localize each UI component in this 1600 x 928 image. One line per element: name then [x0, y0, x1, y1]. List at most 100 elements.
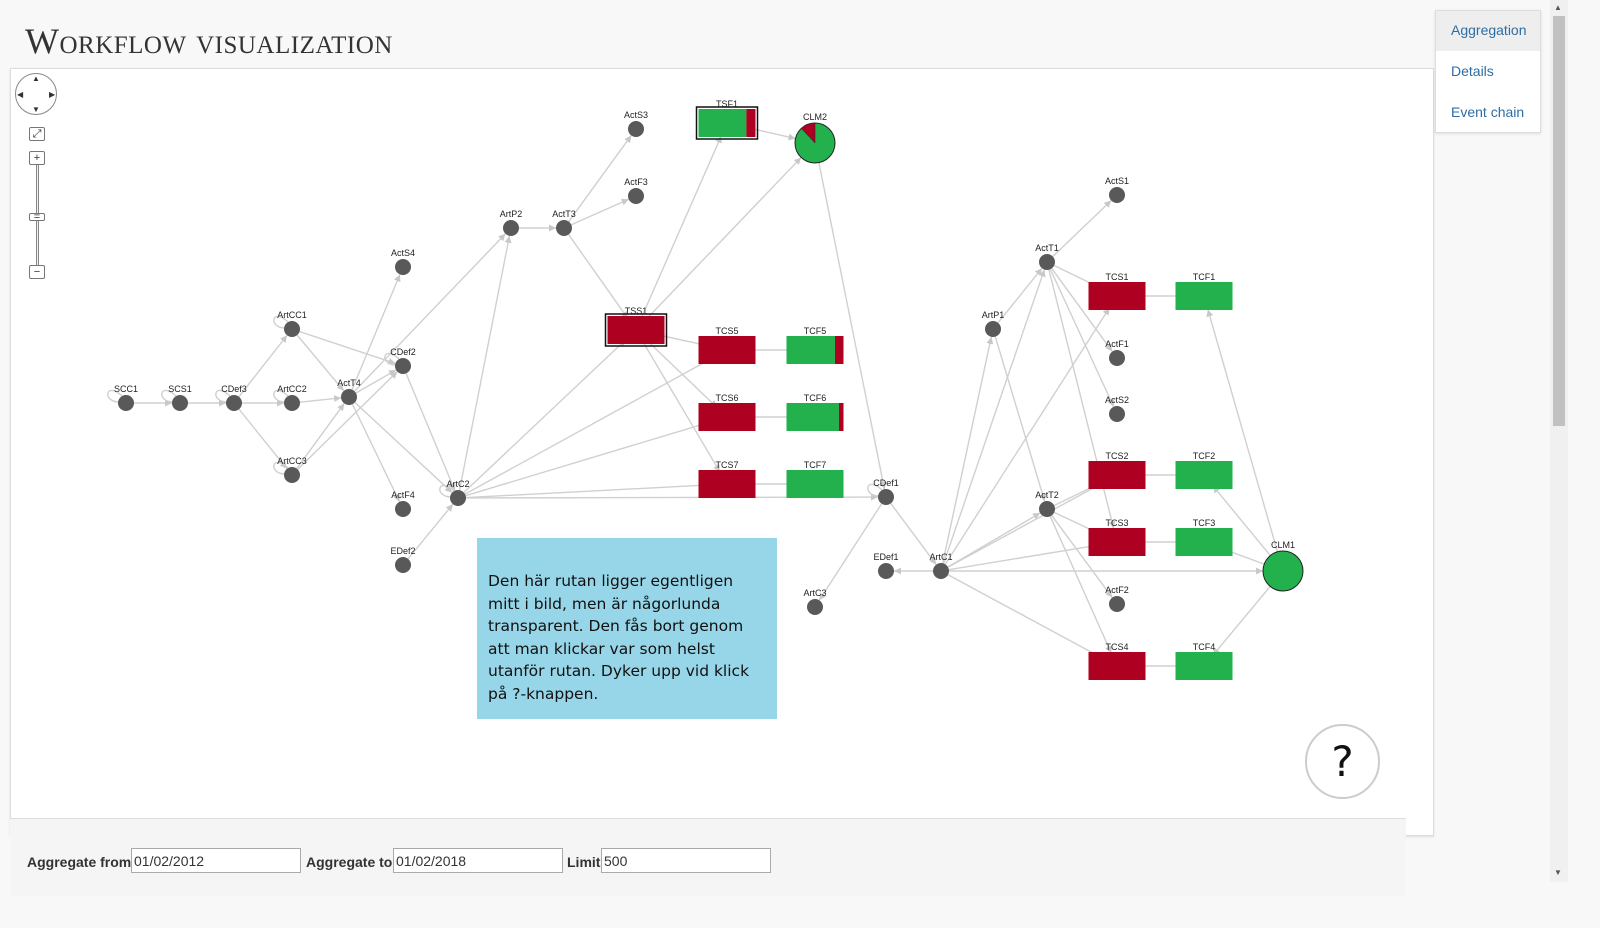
scroll-thumb[interactable]	[1553, 16, 1565, 426]
node-ArtC3[interactable]: ArtC3	[803, 588, 827, 615]
edge-ArtC1-ArtP1	[941, 336, 994, 564]
node-TCS6[interactable]: TCS6	[698, 393, 756, 431]
node-TCS5[interactable]: TCS5	[698, 326, 756, 364]
scroll-down-icon[interactable]: ▼	[1554, 868, 1562, 877]
limit-input[interactable]	[601, 848, 771, 873]
node-red-share	[698, 403, 756, 431]
node-circle	[395, 259, 411, 275]
tab-event-chain[interactable]: Event chain	[1451, 104, 1525, 120]
node-ArtCC1[interactable]: ArtCC1	[277, 310, 307, 337]
node-CDef3[interactable]: CDef3	[221, 384, 247, 411]
node-TCS1[interactable]: TCS1	[1088, 272, 1146, 310]
node-label: ArtP1	[982, 310, 1005, 320]
edge-ArtC1-ActT2	[947, 512, 1041, 568]
node-TCS4[interactable]: TCS4	[1088, 642, 1146, 680]
tab-details[interactable]: Details	[1451, 63, 1494, 79]
node-TCF4[interactable]: TCF4	[1175, 642, 1233, 680]
edge-ArtC2-TCS5	[464, 356, 716, 495]
node-TCF5[interactable]: TCF5	[786, 326, 844, 364]
edge-ArtP1-ActT1	[997, 267, 1043, 324]
node-ArtCC3[interactable]: ArtCC3	[277, 456, 307, 483]
node-circle	[284, 395, 300, 411]
help-overlay[interactable]: Den här rutan ligger egentligen mitt i b…	[477, 538, 777, 719]
pan-right-icon[interactable]: ▶	[49, 90, 56, 99]
edge-ActT4-CDef2	[355, 369, 397, 394]
node-ActS4[interactable]: ActS4	[391, 248, 415, 275]
navigation-controls: ▲ ▼ ◀ ▶ ⤢ + = −	[15, 73, 59, 283]
edge-CLM2-CDef1	[818, 162, 887, 490]
node-ArtP1[interactable]: ArtP1	[982, 310, 1005, 337]
node-ArtC1[interactable]: ArtC1	[929, 552, 953, 579]
node-ActS2[interactable]: ActS2	[1105, 395, 1129, 422]
node-TCF3[interactable]: TCF3	[1175, 518, 1233, 556]
pan-control[interactable]: ▲ ▼ ◀ ▶	[15, 73, 57, 115]
node-ActT2[interactable]: ActT2	[1035, 490, 1059, 517]
node-TSF1[interactable]: TSF1	[695, 99, 759, 140]
node-CDef2[interactable]: CDef2	[390, 347, 416, 374]
edge-ActT3-ActS3	[568, 135, 632, 222]
node-TSS1[interactable]: TSS1	[604, 306, 668, 347]
node-SCC1[interactable]: SCC1	[114, 384, 138, 411]
node-circle	[284, 321, 300, 337]
pan-down-icon[interactable]: ▼	[32, 105, 40, 114]
node-TCS7[interactable]: TCS7	[698, 460, 756, 498]
node-ArtCC2[interactable]: ArtCC2	[277, 384, 307, 411]
node-circle	[556, 220, 572, 236]
edge-ArtCC1-CDef2	[299, 330, 396, 365]
node-circle	[118, 395, 134, 411]
scroll-up-icon[interactable]: ▲	[1554, 3, 1562, 12]
node-EDef2[interactable]: EDef2	[390, 546, 416, 573]
zoom-out-button[interactable]: −	[29, 265, 45, 279]
node-ArtP2[interactable]: ArtP2	[500, 209, 523, 236]
node-EDef1[interactable]: EDef1	[873, 552, 899, 579]
node-label: TCS6	[715, 393, 738, 403]
node-ActT1[interactable]: ActT1	[1035, 243, 1059, 270]
node-TCS3[interactable]: TCS3	[1088, 518, 1146, 556]
node-SCS1[interactable]: SCS1	[168, 384, 192, 411]
aggregate-from-input[interactable]	[131, 848, 301, 873]
node-TCS2[interactable]: TCS2	[1088, 451, 1146, 489]
node-label: EDef1	[873, 552, 898, 562]
node-CLM1[interactable]: CLM1	[1262, 540, 1304, 592]
node-TCF7[interactable]: TCF7	[786, 460, 844, 498]
node-label: CDef2	[390, 347, 416, 357]
edge-ActT4-ArtP2	[354, 233, 506, 392]
node-label: ActT2	[1035, 490, 1059, 500]
node-ActT4[interactable]: ActT4	[337, 378, 361, 405]
help-button[interactable]: ?	[1305, 724, 1380, 799]
node-label: CDef1	[873, 478, 899, 488]
edge-CLM1-TCF1	[1206, 309, 1279, 552]
node-TCF1[interactable]: TCF1	[1175, 272, 1233, 310]
node-ArtC2[interactable]: ArtC2	[446, 479, 470, 506]
node-circle	[807, 599, 823, 615]
node-CLM2[interactable]: CLM2	[794, 112, 836, 164]
page-scrollbar[interactable]: ▲ ▼	[1550, 0, 1568, 882]
node-ActF2[interactable]: ActF2	[1105, 585, 1129, 612]
workflow-graph[interactable]: SCC1 SCS1 CDef3 ArtCC2 ArtCC1 ArtCC3 ActT4 CDef…	[11, 69, 1434, 836]
edge-ActT1-ActF1	[1051, 268, 1113, 352]
node-label: SCS1	[168, 384, 192, 394]
node-CDef1[interactable]: CDef1	[873, 478, 899, 505]
edge-TSS1-TSF1	[639, 135, 723, 322]
pan-left-icon[interactable]: ◀	[17, 90, 24, 99]
tab-aggregation[interactable]: Aggregation	[1436, 11, 1540, 51]
edge-ActT4-ActF4	[351, 403, 401, 503]
node-label: ActS1	[1105, 176, 1129, 186]
zoom-slider-handle[interactable]: =	[29, 212, 45, 223]
node-ActT3[interactable]: ActT3	[552, 209, 576, 236]
node-TCF2[interactable]: TCF2	[1175, 451, 1233, 489]
edge-ArtCC1-ActT4	[296, 334, 345, 392]
pan-up-icon[interactable]: ▲	[32, 74, 40, 83]
node-ActS1[interactable]: ActS1	[1105, 176, 1129, 203]
node-ActF1[interactable]: ActF1	[1105, 339, 1129, 366]
node-ActF4[interactable]: ActF4	[391, 490, 415, 517]
graph-canvas[interactable]: SCC1 SCS1 CDef3 ArtCC2 ArtCC1 ArtCC3 ActT4 CDef…	[10, 68, 1434, 836]
node-TCF6[interactable]: TCF6	[786, 393, 844, 431]
node-ActF3[interactable]: ActF3	[624, 177, 648, 204]
fit-to-screen-button[interactable]: ⤢	[29, 127, 45, 141]
zoom-in-button[interactable]: +	[29, 151, 45, 165]
aggregate-from-label: Aggregate from	[27, 854, 132, 870]
aggregate-to-input[interactable]	[393, 848, 563, 873]
node-ActS3[interactable]: ActS3	[624, 110, 648, 137]
node-label: ActT1	[1035, 243, 1059, 253]
